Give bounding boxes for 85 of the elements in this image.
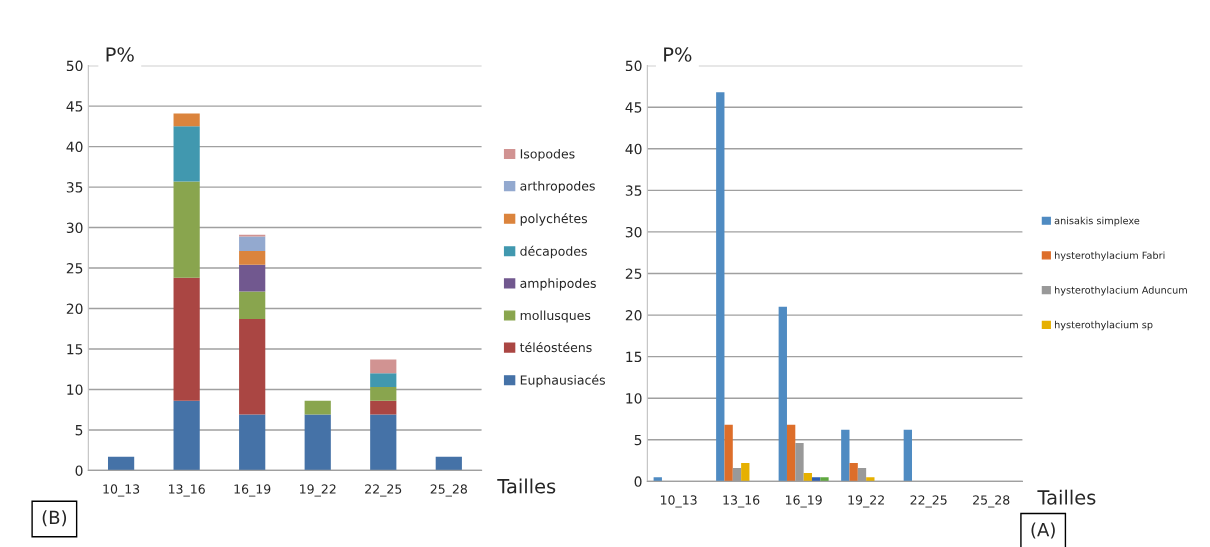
x-tick-label: 25_28: [973, 495, 1010, 508]
y-tick-label: 35: [625, 185, 642, 196]
bar: [778, 306, 787, 482]
y-tick-label: 15: [626, 351, 642, 363]
bar: [370, 400, 397, 415]
bar: [716, 92, 725, 482]
bar: [239, 251, 266, 265]
y-tick-label: 50: [66, 60, 83, 72]
x-tick-label: 13_16: [723, 495, 760, 508]
y-tick-label: 30: [66, 222, 83, 234]
y-tick-label: 40: [66, 141, 83, 153]
bar: [820, 477, 829, 482]
legend-label: arthropodes: [520, 180, 595, 194]
y-tick-label: 40: [625, 143, 642, 155]
y-tick-label: 25: [625, 268, 642, 279]
bar: [173, 181, 200, 278]
y-tick-label: 10: [626, 393, 642, 404]
bar: [370, 359, 397, 374]
y-tick-label: 25: [66, 263, 83, 274]
bar: [239, 319, 266, 415]
legend-label: Euphausiacés: [520, 374, 605, 388]
legend-label: décapodes: [520, 245, 587, 259]
legend-label: hysterothylacium sp: [1055, 320, 1153, 331]
x-tick-label: 13_16: [168, 484, 205, 497]
x-axis-title: Tailles: [1037, 489, 1096, 505]
bar: [239, 236, 266, 252]
x-tick-label: 16_19: [785, 495, 822, 508]
bar: [239, 264, 266, 292]
y-tick-label: 0: [75, 465, 83, 476]
y-axis-title: P%: [106, 47, 134, 62]
bar: [304, 414, 331, 471]
y-tick-label: 20: [66, 303, 83, 314]
bar: [370, 387, 397, 401]
y-tick-label: 45: [625, 102, 642, 113]
legend-label: polychétes: [520, 213, 588, 226]
bar: [304, 400, 331, 415]
legend-label: hysterothylacium Fabri: [1055, 251, 1165, 261]
x-tick-label: 10_13: [660, 495, 697, 508]
y-tick-label: 35: [66, 182, 83, 193]
y-tick-label: 5: [75, 425, 83, 436]
y-tick-label: 5: [634, 434, 642, 446]
legend-label: hysterothylacium Aduncum: [1055, 286, 1187, 296]
bar: [741, 463, 750, 482]
x-tick-label: 22_25: [365, 484, 402, 497]
x-tick-label: 10_13: [103, 484, 140, 497]
bar: [239, 414, 266, 471]
bar: [866, 477, 875, 482]
bar: [370, 373, 397, 388]
legend-label: téléostéens: [519, 341, 592, 353]
bar: [786, 424, 796, 482]
bar: [370, 414, 397, 471]
y-tick-label: 30: [625, 226, 642, 238]
bar: [841, 429, 850, 482]
bar: [173, 113, 200, 127]
bar: [903, 429, 912, 482]
y-tick-label: 45: [66, 101, 83, 112]
bar: [724, 424, 733, 482]
legend-label: Isopodes: [520, 148, 575, 161]
bar: [435, 456, 462, 471]
text: (A): [1031, 522, 1055, 539]
x-axis-title: Tailles: [497, 478, 556, 494]
bar: [173, 126, 200, 182]
x-tick-label: 16_19: [234, 484, 271, 497]
x-tick-label: 22_25: [910, 495, 947, 508]
bar: [173, 400, 200, 471]
y-tick-label: 50: [625, 60, 642, 72]
y-axis-title: P%: [664, 47, 692, 62]
bar: [811, 477, 821, 482]
y-tick-label: 0: [634, 476, 642, 487]
bar: [173, 277, 200, 401]
y-tick-label: 15: [67, 344, 83, 355]
text: (B): [42, 510, 67, 527]
bar: [107, 456, 135, 471]
legend-label: mollusques: [520, 310, 591, 323]
bar: [803, 473, 812, 482]
y-tick-label: 10: [67, 384, 83, 395]
bar: [849, 463, 858, 482]
bar: [653, 477, 662, 482]
bar: [239, 291, 266, 320]
x-tick-label: 25_28: [430, 484, 467, 497]
y-tick-label: 20: [625, 310, 642, 321]
legend-label: anisakis simplexe: [1054, 216, 1140, 227]
x-tick-label: 19_22: [300, 484, 336, 497]
legend-label: amphipodes: [520, 278, 596, 291]
x-tick-label: 19_22: [848, 495, 884, 508]
